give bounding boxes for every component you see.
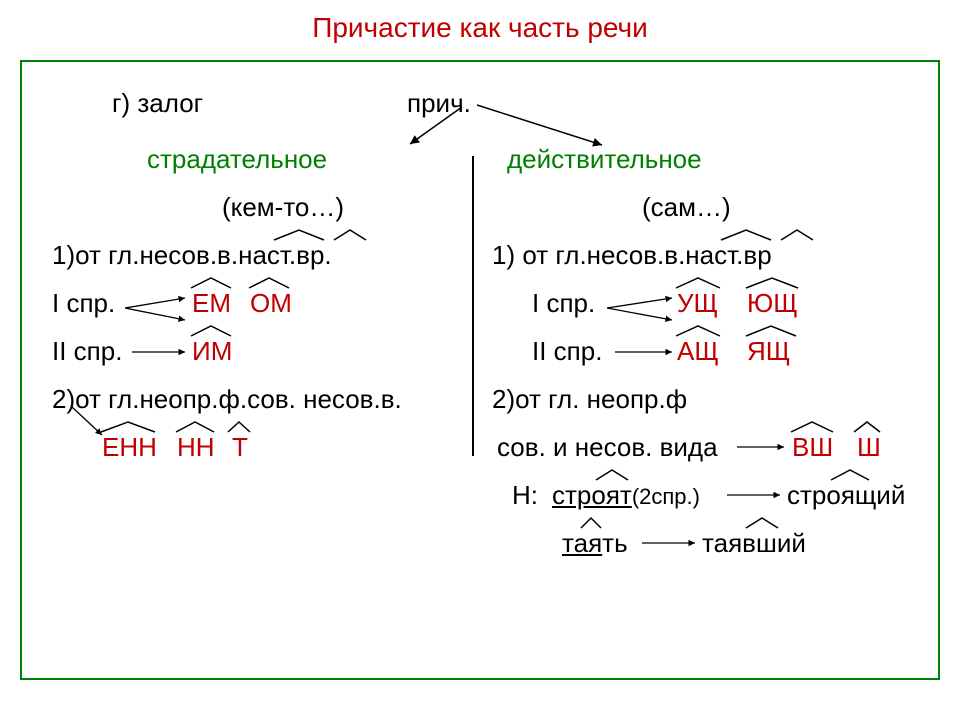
example1-res: строящий xyxy=(787,480,905,511)
left-line2-label: II спр. xyxy=(52,336,122,367)
arrow-right-rule2 xyxy=(732,437,792,457)
left-line1-label: I спр. xyxy=(52,288,115,319)
left-suffix-t: Т xyxy=(232,432,248,463)
example2-src-rest: ть xyxy=(602,528,627,558)
left-rule1: 1)от гл.несов.в.наст.вр. xyxy=(52,240,332,271)
arrow-left-ispr xyxy=(120,288,195,328)
right-agent: (сам…) xyxy=(642,192,731,223)
right-line2-label: II спр. xyxy=(532,336,602,367)
right-suffix-ush: УЩ xyxy=(677,288,718,319)
right-rule2: 2)от гл. неопр.ф xyxy=(492,384,687,415)
arrow-ex1 xyxy=(722,486,787,504)
right-suffix-sh: Ш xyxy=(857,432,881,463)
example1-src: строят(2спр.) xyxy=(552,480,700,511)
header-right: прич. xyxy=(407,88,471,119)
left-suffix-nn: НН xyxy=(177,432,215,463)
example1-src-text: строят xyxy=(552,480,632,510)
example2-src: таять xyxy=(562,528,628,559)
right-voice: действительное xyxy=(507,144,702,175)
arrow-right-iispr xyxy=(610,342,680,362)
left-suffix-em: ЕМ xyxy=(192,288,231,319)
page-title: Причастие как часть речи xyxy=(0,0,960,50)
vertical-divider xyxy=(472,156,474,456)
caret-vr-right xyxy=(777,226,817,242)
right-suffix-vsh: ВШ xyxy=(792,432,833,463)
right-suffix-yush: ЮЩ xyxy=(747,288,798,319)
header-left: г) залог xyxy=(112,88,203,119)
diagram-frame: г) залог прич. страдательное действитель… xyxy=(20,60,940,680)
left-rule2: 2)от гл.неопр.ф.сов. несов.в. xyxy=(52,384,402,415)
left-suffix-enn: ЕНН xyxy=(102,432,157,463)
left-voice: страдательное xyxy=(147,144,327,175)
right-suffix-yash: ЯЩ xyxy=(747,336,790,367)
example2-res: таявший xyxy=(702,528,806,559)
right-rule1: 1) от гл.несов.в.наст.вр xyxy=(492,240,772,271)
right-suffix-ash: АЩ xyxy=(677,336,719,367)
example-label: Н: xyxy=(512,480,538,511)
left-agent: (кем-то…) xyxy=(222,192,344,223)
arrow-right-ispr xyxy=(602,288,682,328)
left-suffix-im: ИМ xyxy=(192,336,232,367)
right-line1-label: I спр. xyxy=(532,288,595,319)
arrow-left-iispr xyxy=(127,342,192,362)
diagram-content: г) залог прич. страдательное действитель… xyxy=(52,82,908,658)
example2-src-u: тая xyxy=(562,528,602,558)
arrow-ex2 xyxy=(637,534,702,552)
right-rule2b: сов. и несов. вида xyxy=(497,432,718,463)
left-suffix-om: ОМ xyxy=(250,288,292,319)
example1-paren: (2спр.) xyxy=(632,484,700,509)
caret-vr-left xyxy=(330,226,370,242)
